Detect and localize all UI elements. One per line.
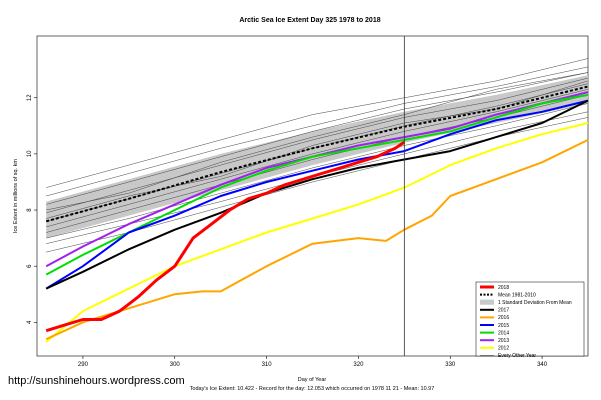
legend-label: 2017: [498, 308, 509, 314]
y-tick-label: 4: [27, 320, 33, 324]
other-years-layer: [46, 58, 589, 253]
caption: Today's Ice Extent: 10.422 - Record for …: [190, 386, 435, 392]
mean-line-layer: [45, 85, 589, 223]
series-line-2016: [45, 139, 589, 341]
series-line-2015: [45, 99, 589, 290]
other-year-line: [46, 58, 589, 188]
series-line-2017: [45, 99, 589, 290]
legend-box: [475, 281, 585, 357]
mean-line: [45, 85, 589, 223]
y-tick-label: 8: [27, 208, 33, 212]
y-tick-label: 10: [27, 150, 33, 157]
plot-frame: [36, 35, 589, 357]
axis-layer: 290 300 310 320 330 340 4 6 8 10 12: [27, 94, 548, 368]
series-line-2018: [45, 140, 406, 333]
x-tick-label: 320: [353, 362, 364, 368]
legend-label: Every Other Year: [498, 353, 536, 359]
series-layer: [45, 91, 589, 343]
legend-label: 1 Standard Deviation From Mean: [498, 300, 572, 306]
chart-title: Arctic Sea Ice Extent Day 325 1978 to 20…: [239, 17, 380, 24]
other-year-line: [46, 80, 589, 219]
source-url: http://sunshinehours.wordpress.com: [8, 375, 185, 387]
other-year-line: [46, 66, 589, 197]
other-year-line: [46, 103, 589, 239]
x-axis-label: Day of Year: [298, 377, 327, 383]
x-tick-label: 340: [537, 362, 548, 368]
legend-label: 2018: [498, 285, 509, 291]
y-axis-label: Ice Extent in millions of sq. km: [13, 159, 19, 233]
other-year-line: [46, 77, 589, 214]
legend-label: 2014: [498, 330, 509, 336]
other-year-line: [46, 89, 589, 228]
legend-label: 2012: [498, 346, 509, 352]
legend-label: 2016: [498, 315, 509, 321]
x-tick-label: 290: [78, 362, 89, 368]
legend-label: Mean 1981-2010: [498, 292, 536, 298]
series-line-2012: [45, 122, 589, 343]
other-year-line: [46, 72, 589, 205]
legend-label: 2013: [498, 338, 509, 344]
legend-swatch: [480, 299, 494, 305]
legend-label: 2015: [498, 323, 509, 329]
other-year-line: [46, 72, 589, 211]
x-tick-label: 330: [445, 362, 456, 368]
y-tick-label: 12: [27, 94, 33, 101]
y-tick-label: 6: [27, 264, 33, 268]
x-tick-label: 300: [170, 362, 181, 368]
x-tick-label: 310: [262, 362, 273, 368]
